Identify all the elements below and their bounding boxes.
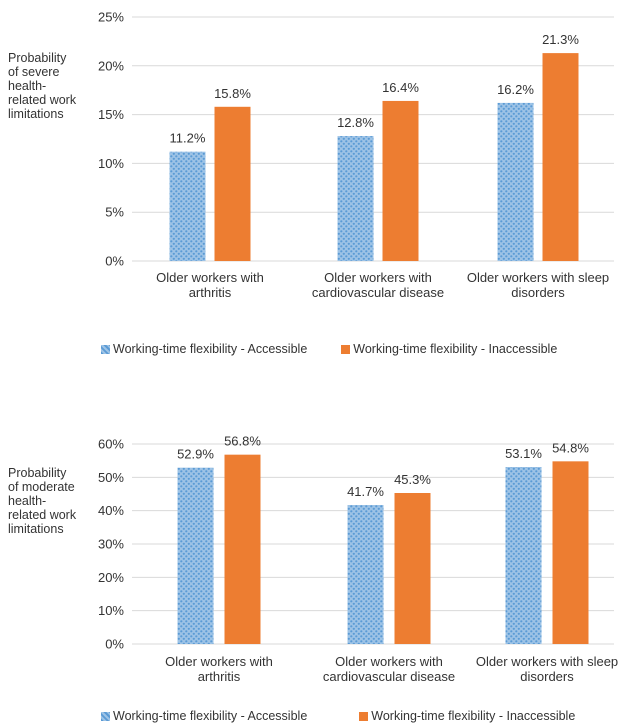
- data-label: 45.3%: [394, 472, 431, 487]
- y-tick-label: 50%: [98, 470, 124, 485]
- legend-item-accessible: Working-time flexibility - Accessible: [101, 709, 307, 723]
- y-tick-label: 25%: [98, 10, 124, 25]
- y-tick-label: 30%: [98, 537, 124, 552]
- x-tick-label: Older workers with sleep: [467, 270, 609, 285]
- data-label: 12.8%: [337, 115, 374, 130]
- bar-accessible: [177, 467, 214, 644]
- bar-accessible: [505, 467, 542, 644]
- legend-label-inaccessible: Working-time flexibility - Inaccessible: [371, 709, 576, 723]
- data-label: 52.9%: [177, 447, 214, 462]
- y-tick-label: 15%: [98, 107, 124, 122]
- bar-accessible: [337, 136, 374, 261]
- legend-label-inaccessible: Working-time flexibility - Inaccessible: [353, 342, 558, 356]
- bar-inaccessible: [382, 100, 419, 261]
- y-tick-label: 20%: [98, 58, 124, 73]
- x-tick-label: arthritis: [198, 669, 241, 684]
- y-axis-label-top: Probability of severe health-related wor…: [8, 51, 77, 121]
- x-tick-label: disorders: [511, 285, 565, 300]
- x-tick-label: cardiovascular disease: [312, 285, 444, 300]
- data-label: 16.2%: [497, 82, 534, 97]
- data-label: 56.8%: [224, 434, 261, 449]
- x-tick-label: Older workers with: [156, 270, 264, 285]
- bar-inaccessible: [214, 106, 251, 262]
- legend-swatch-accessible: [101, 711, 110, 721]
- data-label: 15.8%: [214, 86, 251, 101]
- legend-swatch-accessible: [101, 344, 110, 354]
- data-label: 21.3%: [542, 32, 579, 47]
- bar-accessible: [497, 102, 534, 261]
- y-tick-label: 40%: [98, 503, 124, 518]
- y-tick-label: 10%: [98, 156, 124, 171]
- y-tick-label: 10%: [98, 603, 124, 618]
- bar-inaccessible: [224, 454, 261, 644]
- data-label: 11.2%: [170, 131, 206, 146]
- y-tick-label: 5%: [105, 205, 124, 220]
- x-tick-label: Older workers with: [165, 654, 273, 669]
- bar-accessible: [347, 505, 384, 644]
- data-label: 41.7%: [347, 484, 384, 499]
- x-tick-label: Older workers with: [335, 654, 443, 669]
- bar-inaccessible: [394, 493, 431, 644]
- bar-accessible: [169, 151, 206, 261]
- bar-inaccessible: [552, 461, 589, 644]
- x-tick-label: cardiovascular disease: [323, 669, 455, 684]
- legend-item-inaccessible: Working-time flexibility - Inaccessible: [359, 709, 575, 723]
- legend-bottom: Working-time flexibility - Accessible Wo…: [101, 709, 575, 723]
- legend-top: Working-time flexibility - Accessible Wo…: [101, 342, 557, 356]
- legend-item-inaccessible: Working-time flexibility - Inaccessible: [341, 342, 557, 356]
- data-label: 16.4%: [382, 80, 419, 95]
- x-tick-label: disorders: [520, 669, 574, 684]
- y-tick-label: 60%: [98, 437, 124, 452]
- x-tick-label: Older workers with sleep: [476, 654, 618, 669]
- legend-swatch-inaccessible: [341, 344, 351, 354]
- y-axis-label-bottom: Probability of moderate health-related w…: [8, 466, 77, 536]
- legend-label-accessible: Working-time flexibility - Accessible: [113, 342, 308, 356]
- y-tick-label: 0%: [105, 637, 124, 652]
- y-tick-label: 0%: [105, 254, 124, 269]
- data-label: 54.8%: [552, 440, 589, 455]
- x-tick-label: Older workers with: [324, 270, 432, 285]
- y-tick-label: 20%: [98, 570, 124, 585]
- legend-label-accessible: Working-time flexibility - Accessible: [113, 709, 308, 723]
- data-label: 53.1%: [505, 446, 542, 461]
- legend-swatch-inaccessible: [359, 711, 369, 721]
- bar-inaccessible: [542, 53, 579, 261]
- x-tick-label: arthritis: [189, 285, 232, 300]
- legend-item-accessible: Working-time flexibility - Accessible: [101, 342, 307, 356]
